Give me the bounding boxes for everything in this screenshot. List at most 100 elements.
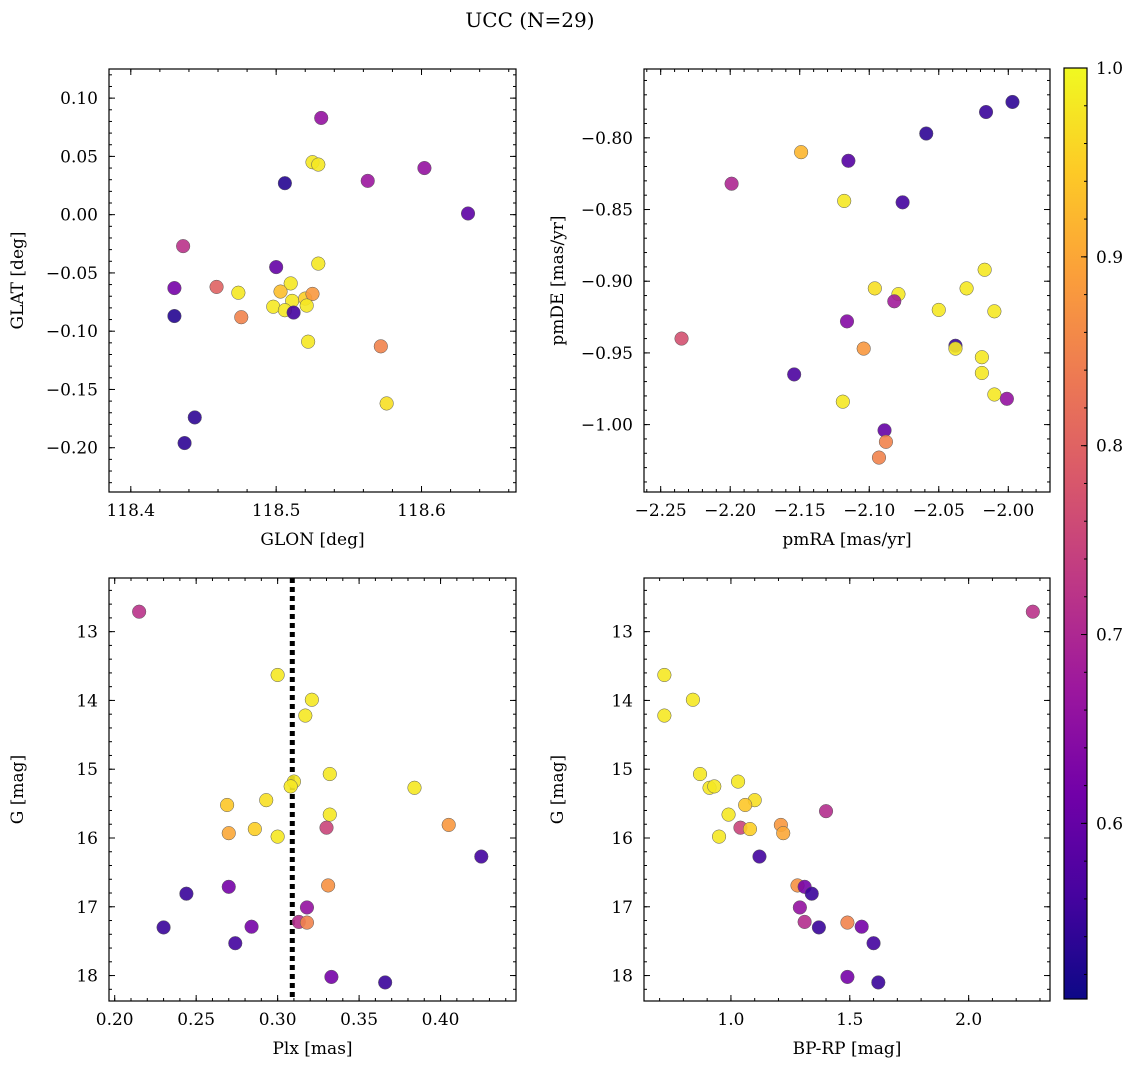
scatter-point xyxy=(818,804,834,819)
scatter-point xyxy=(277,176,292,191)
scatter-point xyxy=(811,920,826,935)
scatter-point xyxy=(887,294,902,309)
scatter-point xyxy=(269,260,284,275)
y-tick-label: 13 xyxy=(76,623,98,643)
scatter-point xyxy=(209,279,224,294)
y-tick-label: −0.10 xyxy=(46,322,98,342)
scatter-point xyxy=(792,900,807,915)
scatter-point xyxy=(304,692,319,707)
scatter-point xyxy=(685,692,700,707)
scatter-point xyxy=(379,396,394,411)
scatter-point xyxy=(231,285,246,300)
scatter-point xyxy=(299,298,314,313)
scatter-point xyxy=(270,667,285,683)
scatter-point xyxy=(324,969,339,984)
scatter-point xyxy=(270,829,285,844)
scatter-point xyxy=(156,920,171,935)
scatter-point xyxy=(221,826,236,841)
scatter-point xyxy=(948,341,963,356)
x-axis-label: GLON [deg] xyxy=(260,530,364,550)
scatter-point xyxy=(840,969,855,984)
tick-marks xyxy=(109,69,516,492)
x-tick-label: −2.25 xyxy=(635,501,687,521)
scatter-point xyxy=(919,126,934,141)
x-tick-label: 0.20 xyxy=(96,1010,134,1030)
colorbar-gradient xyxy=(1063,67,1088,1000)
colorbar-tick-label: 0.8 xyxy=(1096,437,1123,457)
y-tick-label: −0.15 xyxy=(46,380,98,400)
y-tick-label: −0.20 xyxy=(46,439,98,459)
scatter-point xyxy=(871,450,887,465)
scatter-point xyxy=(321,878,336,893)
x-axis-label: Plx [mas] xyxy=(272,1039,352,1059)
colorbar-tick-label: 0.9 xyxy=(1096,248,1123,268)
scatter-point xyxy=(742,821,758,837)
x-tick-label: 118.6 xyxy=(397,501,446,521)
scatter-point xyxy=(724,176,739,191)
scatter-point xyxy=(322,766,337,782)
cmd-panel: 1.0 1.5 2.0 13 14 15 16 17 18 BP-RP [mag] G [mag] xyxy=(548,577,1051,1059)
scatter-point xyxy=(840,915,855,930)
x-tick-label: −2.05 xyxy=(913,501,965,521)
plot-frame xyxy=(108,68,517,493)
scatter-point xyxy=(854,919,869,934)
scatter-point xyxy=(360,173,375,188)
scatter-point xyxy=(1025,604,1040,619)
y-tick-label: 16 xyxy=(611,829,633,849)
scatter-point xyxy=(835,394,850,409)
scatter-point xyxy=(299,900,315,915)
scatter-point xyxy=(866,936,881,951)
scatter-point xyxy=(314,110,329,125)
glon-glat-panel: 118.4 118.5 118.6 −0.20 −0.15 −0.10 −0.05 0.00 0… xyxy=(8,68,517,550)
scatter-point xyxy=(721,807,736,822)
scatter-point xyxy=(417,160,432,176)
y-tick-label: 14 xyxy=(611,691,633,711)
y-tick-label: 16 xyxy=(76,829,98,849)
colorbar-tick-label: 1.0 xyxy=(1096,59,1123,79)
scatter-point xyxy=(794,145,809,160)
x-tick-label: 0.25 xyxy=(177,1010,215,1030)
scatter-point xyxy=(867,281,882,296)
y-tick-label: −0.85 xyxy=(581,201,633,221)
x-axis-label: pmRA [mas/yr] xyxy=(782,530,911,550)
x-tick-label: 0.40 xyxy=(422,1010,460,1030)
scatter-point xyxy=(837,193,852,208)
y-axis-label: GLAT [deg] xyxy=(8,231,28,329)
scatter-point xyxy=(804,886,819,901)
scatter-point xyxy=(959,281,974,296)
scatter-point xyxy=(244,919,259,934)
scatter-point xyxy=(856,341,871,356)
scatter-point xyxy=(460,206,476,221)
scatter-point xyxy=(220,797,235,813)
x-tick-label: 118.5 xyxy=(252,501,301,521)
scatter-point xyxy=(176,239,191,254)
scatter-point xyxy=(474,849,489,864)
plx-g-panel: 0.20 0.25 0.30 0.35 0.40 13 14 15 16 17 18 Plx [mas… xyxy=(8,577,517,1059)
scatter-point xyxy=(259,793,274,808)
scatter-points xyxy=(167,110,476,451)
scatter-point xyxy=(974,365,989,381)
x-tick-label: 1.0 xyxy=(717,1010,744,1030)
y-axis-label: pmDE [mas/yr] xyxy=(548,215,568,345)
scatter-point xyxy=(283,779,298,794)
scatter-point xyxy=(319,820,334,835)
scatter-point xyxy=(187,410,202,425)
x-tick-label: 0.30 xyxy=(259,1010,297,1030)
scatter-points xyxy=(674,94,1020,465)
scatter-point xyxy=(301,334,316,349)
scatter-point xyxy=(674,331,689,346)
x-tick-label: 1.5 xyxy=(836,1010,863,1030)
scatter-point xyxy=(787,367,802,382)
scatter-point xyxy=(407,780,422,795)
y-tick-label: −0.95 xyxy=(581,344,633,364)
scatter-point xyxy=(234,310,249,325)
y-axis-label: G [mag] xyxy=(8,755,28,824)
scatter-point xyxy=(987,387,1002,402)
scatter-points xyxy=(657,604,1040,990)
x-tick-label: −2.20 xyxy=(704,501,756,521)
scatter-point xyxy=(286,305,301,320)
x-tick-label: 0.35 xyxy=(340,1010,378,1030)
scatter-point xyxy=(305,286,320,301)
scatter-point xyxy=(752,849,767,864)
scatter-point xyxy=(167,281,182,296)
